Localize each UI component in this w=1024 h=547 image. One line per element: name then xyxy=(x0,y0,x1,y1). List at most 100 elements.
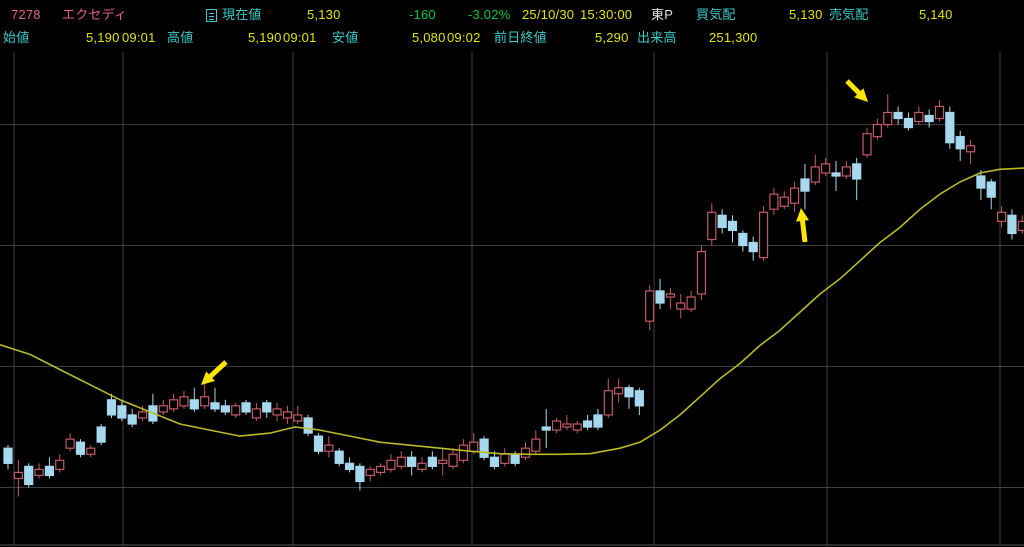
candle-down xyxy=(75,441,86,455)
candle-down xyxy=(986,181,996,198)
candle-up xyxy=(614,387,624,395)
candle-down xyxy=(479,438,489,458)
volume-label: 出来高 xyxy=(637,30,677,45)
low-time: 09:02 xyxy=(447,30,481,45)
low-price: 5,080 xyxy=(412,30,446,45)
candle-down xyxy=(945,111,955,144)
candle-up xyxy=(914,111,924,123)
candle-up xyxy=(396,456,406,467)
candle-up xyxy=(841,166,851,177)
candle-down xyxy=(655,290,665,304)
candle-up xyxy=(883,111,893,126)
price-change: -160 xyxy=(409,7,436,22)
moving-average-line xyxy=(0,167,1024,456)
candle-up xyxy=(965,145,976,153)
candle-up xyxy=(862,133,872,156)
candle-down xyxy=(924,114,934,123)
candle-down xyxy=(634,390,644,407)
candle-up xyxy=(200,396,210,407)
candle-down xyxy=(241,402,251,413)
volume: 251,300 xyxy=(709,30,758,45)
candle-down xyxy=(582,420,593,428)
candle-up xyxy=(386,459,396,470)
candle-up xyxy=(231,405,241,416)
candle-down xyxy=(210,402,220,410)
candle-up xyxy=(686,296,696,310)
candle-up xyxy=(934,105,945,120)
bid-label: 買気配 xyxy=(696,7,736,22)
candle-up xyxy=(676,302,686,310)
annotation-arrow-head xyxy=(201,371,215,385)
candle-down xyxy=(117,405,127,419)
candle-up xyxy=(458,444,468,461)
current-price-label: 現在値 xyxy=(222,7,262,22)
candle-down xyxy=(262,402,272,413)
candle-up xyxy=(1017,220,1024,232)
quote-time: 15:30:00 xyxy=(580,7,633,22)
candle-down xyxy=(727,220,738,232)
candle-down xyxy=(852,163,862,180)
candle-down xyxy=(344,462,355,470)
candle-down xyxy=(976,175,986,189)
candle-down xyxy=(106,399,117,416)
candle-down xyxy=(96,426,106,443)
candle-up xyxy=(758,211,769,259)
candle-up xyxy=(779,196,789,207)
candle-up xyxy=(55,459,65,470)
candle-up xyxy=(65,438,75,449)
candle-up xyxy=(86,447,96,455)
price-change-percent: -3.02% xyxy=(468,7,511,22)
candle-down xyxy=(831,172,841,177)
candle-up xyxy=(158,405,168,413)
quote-date: 25/10/30 xyxy=(522,7,575,22)
market-segment: 東P xyxy=(651,7,674,22)
candle-down xyxy=(127,414,137,425)
candle-up xyxy=(707,211,717,241)
candle-down xyxy=(24,465,34,486)
candle-up xyxy=(324,444,334,452)
candle-down xyxy=(303,417,313,434)
candle-up xyxy=(872,123,883,138)
candle-down xyxy=(427,456,437,467)
candle-up xyxy=(469,441,479,452)
quote-header-row-1: 7278 エクセディ 現在値 5,130 -160 -3.02% 25/10/30 15:30… xyxy=(0,7,1024,27)
annotation-arrow-shaft xyxy=(206,360,228,381)
candle-down xyxy=(313,435,324,452)
candle-up xyxy=(272,408,282,416)
candle-up xyxy=(696,251,707,295)
candle-up xyxy=(438,459,448,464)
open-time: 09:01 xyxy=(122,30,156,45)
annotation-arrow-shaft xyxy=(799,217,808,243)
candle-up xyxy=(179,396,189,407)
current-price: 5,130 xyxy=(307,7,341,22)
candle-up xyxy=(365,468,375,477)
candle-down xyxy=(334,450,344,464)
prev-close-label: 前日終値 xyxy=(494,30,547,45)
open-label: 始値 xyxy=(3,30,30,45)
candle-up xyxy=(500,453,510,464)
candle-up xyxy=(282,411,293,419)
stock-code: 7278 xyxy=(11,7,41,22)
annotation-arrow-head xyxy=(854,88,868,102)
candle-up xyxy=(603,390,613,416)
candle-down xyxy=(748,241,758,253)
stock-name: エクセディ xyxy=(62,7,128,22)
candle-down xyxy=(189,399,199,410)
candle-up xyxy=(34,468,44,477)
candle-up xyxy=(293,414,303,422)
ask-price: 5,140 xyxy=(919,7,953,22)
detail-list-icon[interactable] xyxy=(206,9,217,22)
candle-up xyxy=(13,471,23,480)
quote-header-row-2: 始値 5,190 09:01 高値 5,190 09:01 安値 5,080 09:02 前日終値… xyxy=(0,30,1024,50)
candle-up xyxy=(996,211,1007,222)
candle-up xyxy=(417,462,427,470)
annotation-arrow-head xyxy=(796,208,809,222)
low-label: 安値 xyxy=(332,30,359,45)
candle-up xyxy=(572,423,582,431)
prev-close: 5,290 xyxy=(595,30,629,45)
candle-up xyxy=(531,438,541,452)
candle-up xyxy=(520,447,531,458)
candle-up xyxy=(645,290,655,322)
